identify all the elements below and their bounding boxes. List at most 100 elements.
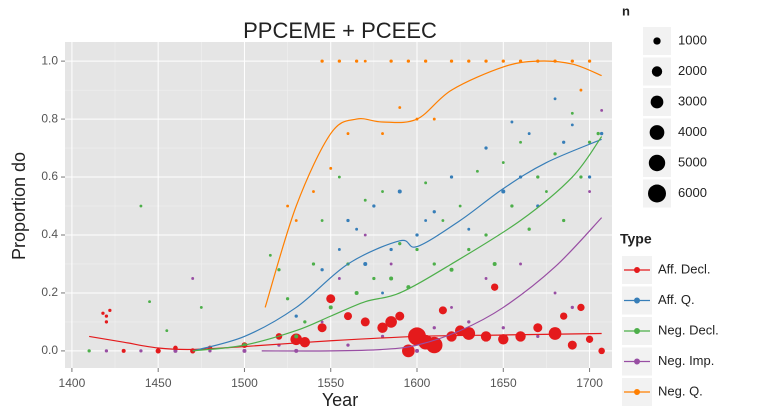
point (515, 331, 526, 342)
x-tick-label: 1400 (59, 376, 86, 390)
plot-background (65, 42, 612, 368)
point (548, 327, 562, 340)
y-tick-label: 0.6 (41, 169, 58, 183)
point (570, 111, 574, 115)
point (585, 335, 594, 343)
size-legend-symbol (651, 66, 663, 77)
trend-line (264, 60, 602, 308)
point (346, 343, 350, 347)
point (87, 349, 91, 353)
point (294, 334, 299, 339)
point (570, 305, 574, 310)
point (363, 198, 367, 202)
x-tick-label: 1450 (145, 376, 172, 390)
point (381, 190, 384, 193)
point (450, 306, 453, 309)
point (553, 291, 557, 295)
size-legend-symbol (648, 184, 666, 203)
point (329, 166, 333, 170)
point (139, 204, 143, 208)
point (320, 219, 324, 222)
point (372, 204, 376, 208)
point (570, 59, 574, 63)
point (480, 331, 492, 342)
point (553, 152, 557, 156)
point (380, 334, 385, 339)
size-legend-label: 6000 (678, 185, 707, 200)
point (510, 204, 514, 208)
point (562, 140, 566, 144)
point (312, 190, 315, 193)
point (343, 312, 353, 321)
trend-line (89, 332, 602, 351)
point (467, 227, 471, 231)
legend-title: Type (620, 231, 652, 247)
size-legend-label: 2000 (678, 63, 707, 78)
point (579, 175, 583, 179)
legend-symbol (634, 328, 640, 334)
point (432, 210, 436, 214)
point (553, 97, 557, 101)
point (484, 277, 488, 280)
point (475, 169, 479, 173)
point (492, 261, 497, 266)
point (139, 349, 143, 353)
point (121, 348, 126, 353)
x-tick-label: 1700 (576, 376, 603, 390)
point (510, 120, 514, 124)
point (363, 261, 368, 266)
point (467, 59, 471, 63)
size-legend-label: 3000 (678, 93, 707, 108)
trend-line (192, 136, 603, 352)
size-legend-symbol (650, 95, 664, 109)
point (360, 317, 370, 327)
plot-area: 1400 1450 1500 1550 1600 1650 1700 0.0 0.2 0.4 0.6… (41, 42, 612, 390)
point (467, 247, 471, 252)
point (462, 327, 476, 340)
x-tick-label: 1600 (404, 376, 431, 390)
point (328, 305, 333, 310)
point (570, 123, 574, 127)
point (199, 306, 203, 309)
point (395, 311, 405, 321)
point (398, 106, 402, 109)
point (424, 219, 428, 222)
point (104, 314, 109, 318)
point (484, 233, 488, 237)
point (501, 326, 505, 330)
point (155, 348, 161, 354)
point (363, 59, 367, 63)
point (389, 276, 394, 281)
point (268, 253, 272, 257)
chart-title: PPCEME + PCEEC (243, 18, 437, 43)
trend-line (261, 217, 603, 352)
y-axis-label: Proportion do (9, 152, 29, 260)
point (242, 348, 247, 353)
size-legend-symbol (649, 125, 665, 140)
legend-label: Aff. Q. (658, 292, 695, 307)
point (577, 303, 585, 312)
point (381, 132, 384, 135)
point (389, 247, 393, 252)
point (381, 291, 384, 295)
point (173, 348, 178, 353)
point (446, 331, 457, 342)
point (191, 277, 195, 280)
trend-line (192, 138, 602, 352)
point (165, 329, 169, 333)
legend-label: Aff. Decl. (658, 261, 711, 276)
point (337, 59, 342, 63)
point (598, 347, 605, 355)
point (458, 204, 462, 208)
point (363, 233, 367, 237)
point (519, 140, 522, 144)
point (415, 247, 419, 252)
point (104, 320, 109, 324)
point (320, 268, 324, 272)
point (432, 262, 436, 266)
point (467, 320, 471, 324)
point (337, 277, 341, 280)
point (449, 175, 454, 179)
point (501, 59, 505, 63)
point (385, 316, 397, 328)
